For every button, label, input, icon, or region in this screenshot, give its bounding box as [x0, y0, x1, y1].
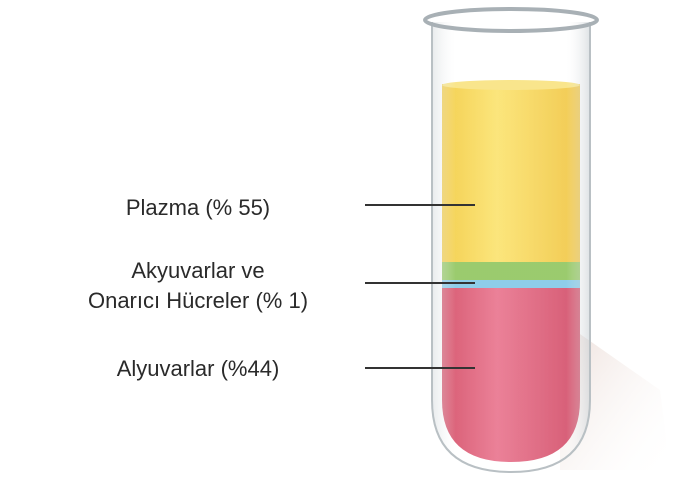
diagram: Plazma (% 55) Akyuvarlar ve Onarıcı Hücr…: [0, 0, 678, 478]
label: Plazma (% 55): [126, 195, 270, 220]
label: Alyuvarlar (%44): [117, 356, 280, 381]
label: Onarıcı Hücreler (% 1): [88, 288, 308, 313]
test-tube: [432, 22, 590, 472]
label: Akyuvarlar ve: [131, 258, 264, 283]
